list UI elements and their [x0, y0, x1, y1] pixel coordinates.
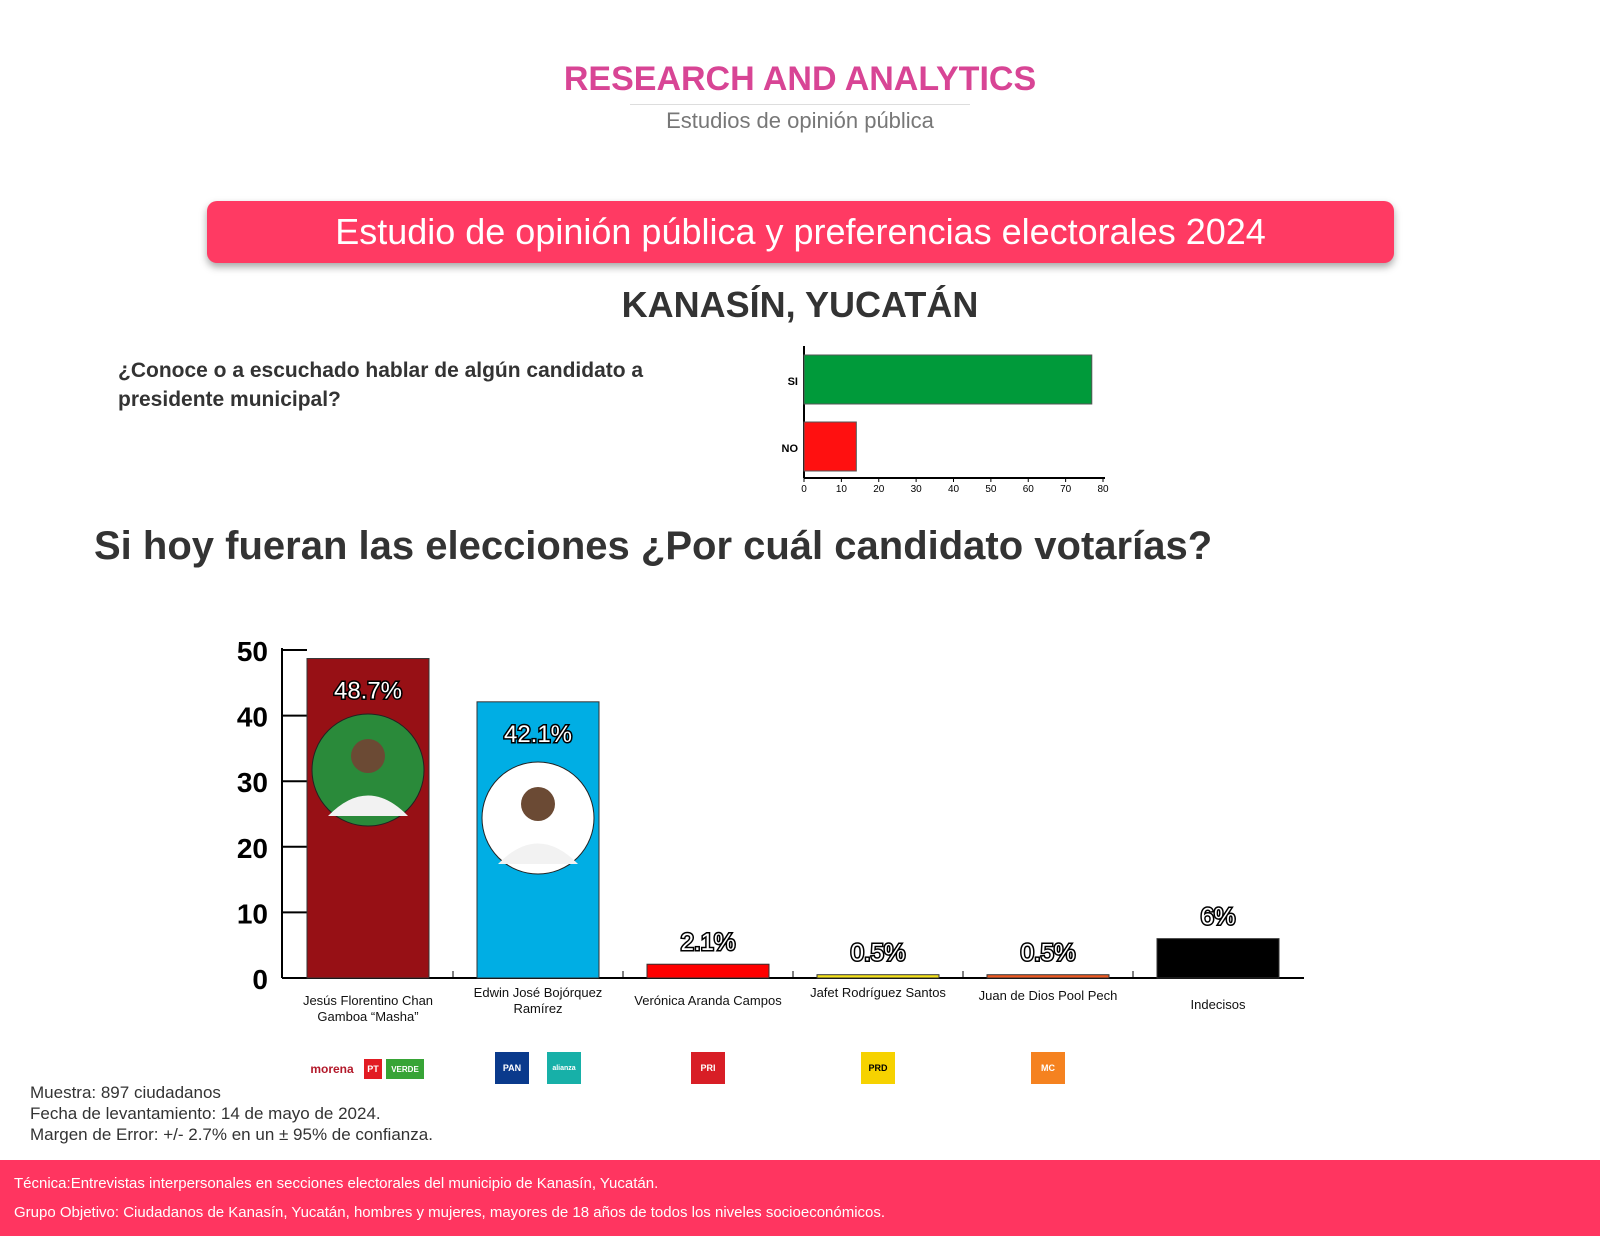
y-tick-label: 30 — [237, 767, 268, 798]
candidate-name: Jesús Florentino Chan Gamboa “Masha” — [302, 993, 434, 1024]
x-tick-label: 20 — [873, 484, 885, 495]
brand-subtitle: Estudios de opinión pública — [666, 108, 934, 133]
question-vote: Si hoy fueran las elecciones ¿Por cuál c… — [94, 524, 1213, 568]
bar-si — [803, 354, 1093, 405]
y-tick-label: 0 — [252, 964, 268, 995]
face — [521, 787, 555, 821]
candidate-name: Indecisos — [1190, 997, 1246, 1012]
bar-candidate-4 — [986, 974, 1110, 979]
party-logo-mc: MC — [1031, 1052, 1065, 1084]
x-tick-label: 70 — [1060, 484, 1072, 495]
bar-candidate-5 — [1156, 938, 1280, 979]
y-tick-label: 40 — [237, 702, 268, 733]
note-sample: Muestra: 897 ciudadanos — [30, 1083, 221, 1102]
x-tick-label: 10 — [836, 484, 848, 495]
candidate-name: Juan de Dios Pool Pech — [978, 988, 1118, 1003]
candidate-photo — [481, 761, 595, 875]
value-label: 48.7% — [334, 678, 402, 705]
party-logo-verde: VERDE — [386, 1059, 424, 1079]
survey-notes: Muestra: 897 ciudadanos Fecha de levanta… — [30, 1082, 433, 1145]
footer-technique: Técnica:Entrevistas interpersonales en s… — [14, 1175, 659, 1192]
footer-target: Grupo Objetivo: Ciudadanos de Kanasín, Y… — [14, 1204, 886, 1221]
value-label: 0.5% — [1021, 940, 1076, 967]
bar-no — [803, 421, 857, 472]
x-tick-label: 0 — [801, 484, 807, 495]
footer: Técnica:Entrevistas interpersonales en s… — [0, 1160, 1600, 1236]
party-logo-prd: PRD — [861, 1052, 895, 1084]
x-tick-label: 30 — [911, 484, 923, 495]
shirt — [498, 843, 578, 864]
bar-candidate-2 — [646, 963, 770, 979]
candidate-name: Edwin José Bojórquez Ramírez — [473, 985, 603, 1016]
x-tick-label: 50 — [985, 484, 997, 495]
note-error: Margen de Error: +/- 2.7% en un ± 95% de… — [30, 1125, 433, 1144]
party-logo-morena: morena — [304, 1059, 360, 1079]
y-tick-label: 10 — [237, 898, 268, 929]
note-date: Fecha de levantamiento: 14 de mayo de 20… — [30, 1104, 381, 1123]
study-banner: Estudio de opinión pública y preferencia… — [207, 201, 1394, 263]
value-label: 2.1% — [681, 929, 736, 956]
candidate-name: Jafet Rodríguez Santos — [810, 985, 946, 1000]
brand-title: RESEARCH AND ANALYTICS — [563, 60, 1037, 98]
x-tick-label: 80 — [1097, 484, 1109, 495]
party-logo-alianza: alianza — [547, 1052, 581, 1084]
bar-candidate-3 — [816, 974, 940, 979]
candidate-photo — [311, 713, 425, 827]
x-tick-label: 60 — [1023, 484, 1035, 495]
value-label: 0.5% — [851, 940, 906, 967]
y-tick-label: 20 — [237, 833, 268, 864]
place-title: KANASÍN, YUCATÁN — [621, 284, 979, 325]
question-awareness: ¿Conoce o a escuchado hablar de algún ca… — [118, 359, 644, 411]
category-label: SI — [788, 376, 798, 388]
party-logo-pt: PT — [364, 1059, 382, 1079]
x-tick-label: 40 — [948, 484, 960, 495]
party-logo-pri: PRI — [691, 1052, 725, 1084]
value-label: 6% — [1201, 904, 1236, 931]
candidate-name: Verónica Aranda Campos — [634, 993, 782, 1008]
face — [351, 739, 385, 773]
y-tick-label: 50 — [237, 636, 268, 667]
shirt — [328, 795, 408, 816]
party-logo-pan: PAN — [495, 1052, 529, 1084]
value-label: 42.1% — [504, 721, 572, 748]
category-label: NO — [782, 443, 799, 455]
divider — [630, 104, 970, 105]
